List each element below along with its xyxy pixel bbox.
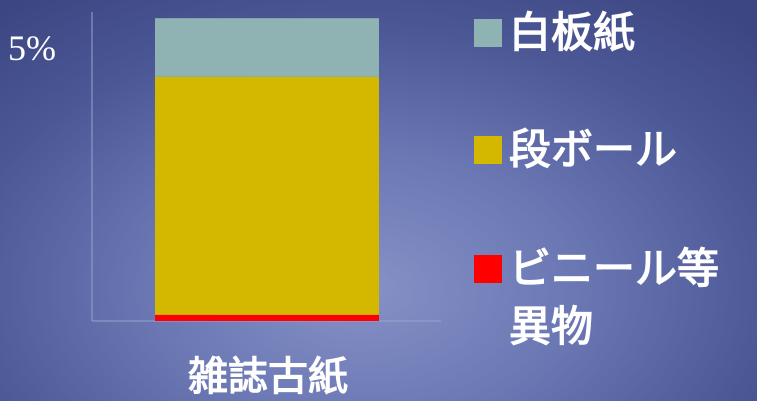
bar-segment-0 [155, 314, 379, 321]
legend-label-danboru: 段ボール [509, 125, 678, 174]
legend-label-hakubanshi: 白板紙 [509, 8, 636, 57]
bar-segment-1 [155, 76, 379, 315]
bar-segment-2 [155, 18, 379, 77]
legend-swatch-vinyl-ibutsu [474, 255, 502, 283]
legend-item-danboru: 段ボール [474, 121, 757, 179]
legend-swatch-hakubanshi [474, 19, 502, 47]
bar-group [155, 18, 379, 321]
category-label: 雑誌古紙 [187, 353, 348, 400]
y-tick-label: 5% [8, 28, 56, 68]
legend-item-vinyl-ibutsu: ビニール等異物 [474, 240, 757, 356]
legend-label-vinyl-ibutsu: ビニール等異物 [509, 244, 720, 351]
legend-item-hakubanshi: 白板紙 [474, 4, 757, 62]
legend-swatch-danboru [474, 136, 502, 164]
